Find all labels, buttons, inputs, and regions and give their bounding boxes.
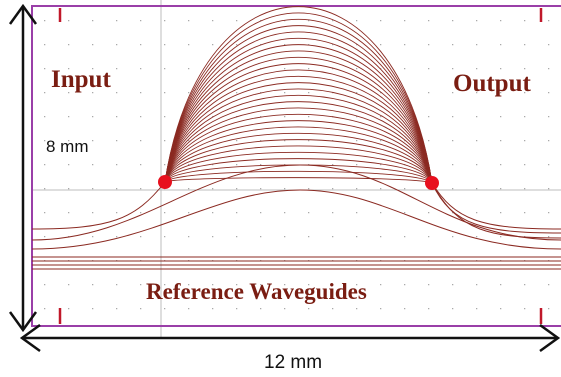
- arc-waveguide: [164, 56, 433, 184]
- arc-waveguide: [164, 113, 433, 184]
- arc-waveguides: [31, 6, 561, 239]
- reference-waveguide-bend: [31, 164, 561, 241]
- input-port: [158, 175, 172, 189]
- reference-waveguides: [31, 164, 561, 270]
- arc-waveguide: [164, 18, 433, 184]
- arc-waveguide: [164, 6, 433, 184]
- input-label: Input: [51, 66, 111, 93]
- height-arrow-top: [8, 3, 38, 25]
- arc-waveguide: [164, 63, 433, 184]
- width-arrow-left: [19, 323, 41, 353]
- arc-waveguide: [164, 132, 433, 184]
- width-dimension: [19, 323, 561, 353]
- reference-waveguide-bend: [31, 189, 561, 250]
- arc-waveguide: [164, 12, 433, 184]
- arc-waveguide: [164, 107, 433, 184]
- reference-waveguides-label: Reference Waveguides: [146, 279, 367, 304]
- arc-waveguide: [164, 158, 433, 184]
- arc-waveguide: [164, 25, 433, 184]
- arc-waveguide: [164, 177, 433, 184]
- arc-waveguide: [164, 69, 433, 184]
- output-feed-waveguide: [431, 182, 561, 234]
- input-feed-waveguide: [31, 181, 166, 230]
- output-feed-waveguide: [431, 182, 561, 230]
- output-label: Output: [453, 70, 531, 97]
- output-port: [425, 176, 439, 190]
- arc-waveguide: [164, 170, 433, 184]
- width-label: 12 mm: [264, 352, 322, 373]
- output-feed-waveguide: [431, 182, 561, 239]
- arc-waveguide: [164, 120, 433, 184]
- arc-waveguide: [164, 101, 433, 184]
- chip-boundary: [31, 5, 561, 327]
- height-dimension: [8, 3, 38, 333]
- arc-waveguide: [164, 76, 433, 184]
- arc-waveguide: [164, 50, 433, 184]
- arc-waveguide: [164, 38, 433, 184]
- corner-markers: [58, 8, 543, 324]
- arc-waveguide: [164, 82, 433, 184]
- width-arrow-right: [539, 323, 561, 353]
- arc-waveguide: [164, 139, 433, 184]
- arc-waveguide: [164, 44, 433, 184]
- arc-waveguide: [164, 145, 433, 184]
- arc-waveguide: [164, 126, 433, 184]
- height-label: 8 mm: [46, 137, 89, 156]
- arc-waveguide: [164, 94, 433, 184]
- height-arrow-bottom: [8, 311, 38, 333]
- arc-waveguide: [164, 88, 433, 184]
- arc-waveguide: [164, 151, 433, 184]
- arc-waveguide: [164, 31, 433, 184]
